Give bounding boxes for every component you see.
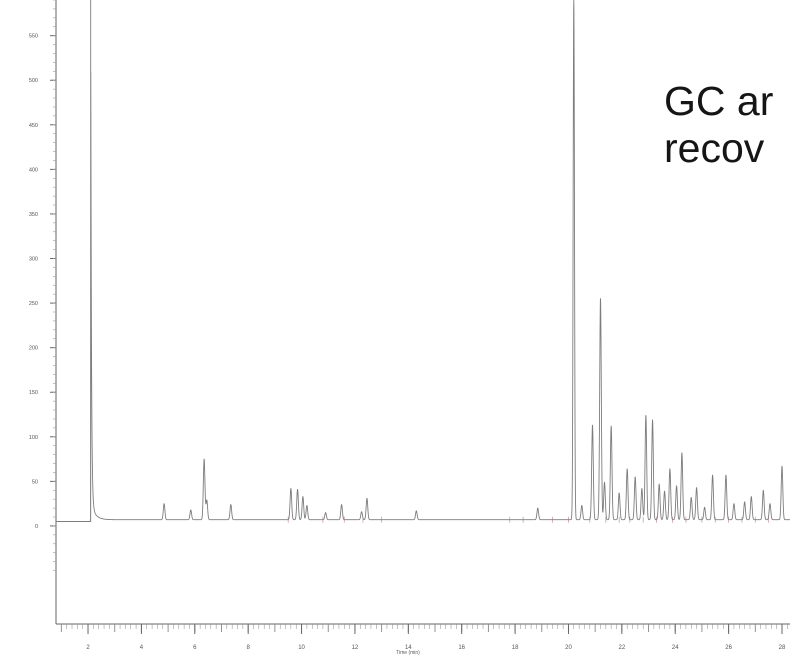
x-axis-label: Time (min) [396,650,420,656]
x-tick-label: 20 [565,645,572,651]
x-tick-label: 10 [298,645,305,651]
x-tick-label: 12 [352,645,359,651]
y-tick-label: 0 [35,524,38,530]
slide-title: GC ar recov [664,78,773,172]
chromatogram-trace [55,0,790,522]
x-tick-label: 4 [140,645,144,651]
x-tick-label: 2 [86,645,90,651]
y-tick-label: 50 [32,479,38,485]
slide-title-line-1: GC ar [664,78,774,124]
y-tick-label: 400 [29,167,38,173]
x-tick-label: 6 [193,645,197,651]
chart-axes [50,0,790,634]
y-tick-label: 200 [29,346,38,352]
x-tick-label: 22 [619,645,626,651]
y-tick-label: 100 [29,435,38,441]
y-tick-label: 300 [29,257,38,263]
x-tick-label: 16 [458,645,465,651]
y-tick-label: 500 [29,78,38,84]
slide-title-line-2: recov [664,125,765,171]
x-tick-label: 14 [405,645,412,651]
x-tick-label: 8 [247,645,251,651]
x-tick-label: 26 [725,645,732,651]
x-tick-label: 18 [512,645,519,651]
trace-layer [55,0,790,522]
y-tick-label: 250 [29,301,38,307]
y-tick-label: 350 [29,212,38,218]
x-tick-label: 24 [672,645,679,651]
x-tick-label: 28 [779,645,786,651]
y-tick-label: 550 [29,34,38,40]
y-tick-label: 450 [29,123,38,129]
y-tick-label: 150 [29,390,38,396]
